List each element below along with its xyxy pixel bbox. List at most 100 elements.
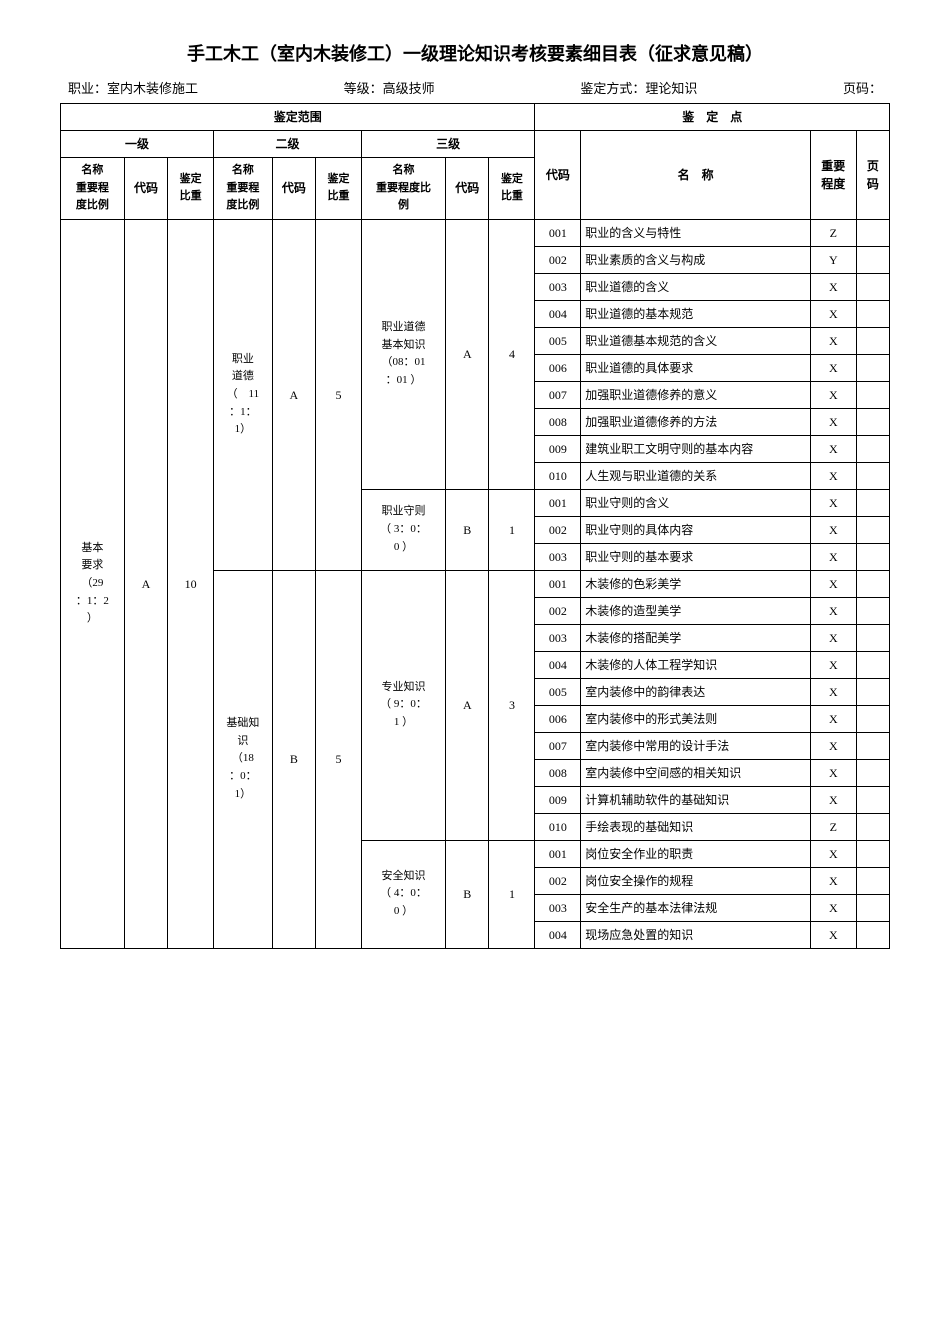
point-code: 008 (535, 408, 581, 435)
lvl3-0-weight: 4 (489, 219, 535, 489)
point-page (856, 381, 889, 408)
point-code: 009 (535, 435, 581, 462)
point-name: 岗位安全操作的规程 (581, 867, 811, 894)
header-lvl1: 一级 (61, 131, 214, 158)
point-name: 室内装修中的韵律表达 (581, 678, 811, 705)
lvl3-1-weight: 1 (489, 489, 535, 570)
point-imp: X (810, 840, 856, 867)
point-page (856, 705, 889, 732)
point-imp: X (810, 678, 856, 705)
header-scope: 鉴定范围 (61, 104, 535, 131)
point-page (856, 759, 889, 786)
point-name: 职业守则的具体内容 (581, 516, 811, 543)
point-code: 002 (535, 516, 581, 543)
lvl3-3-code: B (446, 840, 489, 948)
point-imp: Z (810, 813, 856, 840)
point-page (856, 354, 889, 381)
lvl3-1-code: B (446, 489, 489, 570)
lvl3-2-code: A (446, 570, 489, 840)
point-imp: X (810, 543, 856, 570)
point-name: 现场应急处置的知识 (581, 921, 811, 948)
point-imp: X (810, 867, 856, 894)
lvl3-3-weight: 1 (489, 840, 535, 948)
header-points: 鉴 定 点 (535, 104, 890, 131)
point-imp: X (810, 327, 856, 354)
point-code: 004 (535, 300, 581, 327)
point-code: 003 (535, 543, 581, 570)
point-page (856, 435, 889, 462)
meta-page: 页码： (843, 78, 882, 97)
point-name: 木装修的搭配美学 (581, 624, 811, 651)
header-name-ratio1: 名称重要程度比例 (61, 158, 125, 220)
point-imp: X (810, 651, 856, 678)
point-code: 001 (535, 489, 581, 516)
point-name: 建筑业职工文明守则的基本内容 (581, 435, 811, 462)
point-imp: X (810, 381, 856, 408)
point-page (856, 462, 889, 489)
point-code: 003 (535, 624, 581, 651)
header-name-ratio3: 名称重要程度比例 (361, 158, 445, 220)
point-page (856, 516, 889, 543)
lvl2-1-code: B (272, 570, 315, 948)
point-name: 职业道德的基本规范 (581, 300, 811, 327)
point-code: 004 (535, 921, 581, 948)
point-page (856, 867, 889, 894)
point-page (856, 813, 889, 840)
point-code: 007 (535, 732, 581, 759)
point-code: 002 (535, 246, 581, 273)
point-code: 006 (535, 705, 581, 732)
point-name: 人生观与职业道德的关系 (581, 462, 811, 489)
point-name: 木装修的色彩美学 (581, 570, 811, 597)
spec-table: 鉴定范围 鉴 定 点 一级 二级 三级 代码 名 称 重要程度 页码 名称重要程… (60, 103, 890, 949)
lvl2-0-name: 职业道德（ 11：1：1） (214, 219, 273, 570)
point-name: 加强职业道德修养的方法 (581, 408, 811, 435)
lvl3-0-name: 职业道德基本知识（08：01：01 ） (361, 219, 445, 489)
meta-row: 职业：室内木装修施工 等级：高级技师 鉴定方式：理论知识 页码： (60, 78, 890, 97)
point-imp: X (810, 786, 856, 813)
point-code: 005 (535, 678, 581, 705)
point-page (856, 408, 889, 435)
point-name: 计算机辅助软件的基础知识 (581, 786, 811, 813)
point-name: 职业道德的具体要求 (581, 354, 811, 381)
point-name: 室内装修中常用的设计手法 (581, 732, 811, 759)
header-code1: 代码 (124, 158, 167, 220)
point-name: 职业守则的含义 (581, 489, 811, 516)
point-page (856, 651, 889, 678)
point-name: 加强职业道德修养的意义 (581, 381, 811, 408)
point-imp: X (810, 759, 856, 786)
header-weight2: 鉴定比重 (316, 158, 362, 220)
point-page (856, 894, 889, 921)
lvl3-2-weight: 3 (489, 570, 535, 840)
point-code: 010 (535, 813, 581, 840)
lvl3-3-name: 安全知识（ 4：0：0 ） (361, 840, 445, 948)
point-imp: X (810, 408, 856, 435)
header-code3: 代码 (446, 158, 489, 220)
point-page (856, 327, 889, 354)
point-code: 009 (535, 786, 581, 813)
point-code: 008 (535, 759, 581, 786)
point-page (856, 921, 889, 948)
point-imp: X (810, 435, 856, 462)
lvl2-1-name: 基础知识（18：0：1） (214, 570, 273, 948)
point-page (856, 624, 889, 651)
lvl1-name: 基本要求（29：1：2） (61, 219, 125, 948)
point-name: 职业的含义与特性 (581, 219, 811, 246)
point-imp: Z (810, 219, 856, 246)
point-imp: X (810, 489, 856, 516)
point-code: 001 (535, 219, 581, 246)
point-page (856, 273, 889, 300)
point-imp: X (810, 732, 856, 759)
header-lvl2: 二级 (214, 131, 362, 158)
point-page (856, 543, 889, 570)
point-page (856, 219, 889, 246)
point-imp: X (810, 273, 856, 300)
meta-method: 鉴定方式：理论知识 (580, 78, 697, 97)
point-code: 002 (535, 867, 581, 894)
point-imp: X (810, 516, 856, 543)
meta-occupation: 职业：室内木装修施工 (68, 78, 198, 97)
header-name-ratio2: 名称重要程度比例 (214, 158, 273, 220)
point-page (856, 489, 889, 516)
header-weight3: 鉴定比重 (489, 158, 535, 220)
point-page (856, 597, 889, 624)
point-name: 安全生产的基本法律法规 (581, 894, 811, 921)
